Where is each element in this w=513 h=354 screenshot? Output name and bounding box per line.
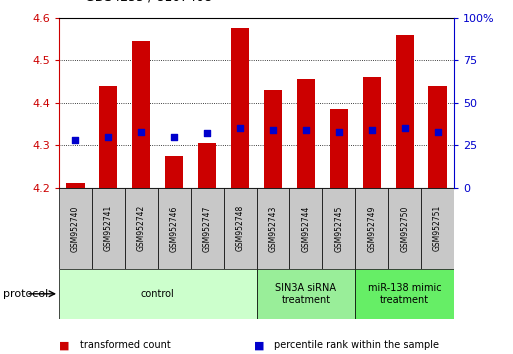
Bar bbox=[355, 188, 388, 269]
Text: ■: ■ bbox=[59, 340, 69, 350]
Text: protocol: protocol bbox=[3, 289, 48, 299]
Bar bbox=[396, 35, 413, 188]
Bar bbox=[125, 188, 158, 269]
Point bbox=[104, 134, 112, 139]
Bar bbox=[132, 41, 150, 188]
Bar bbox=[363, 77, 381, 188]
Point bbox=[170, 134, 179, 139]
Point bbox=[302, 127, 310, 133]
Bar bbox=[388, 188, 421, 269]
Text: GSM952742: GSM952742 bbox=[137, 205, 146, 251]
Point bbox=[269, 127, 277, 133]
Bar bbox=[191, 188, 224, 269]
Bar bbox=[297, 79, 315, 188]
Text: transformed count: transformed count bbox=[80, 340, 170, 350]
Text: miR-138 mimic
treatment: miR-138 mimic treatment bbox=[368, 283, 442, 305]
Point bbox=[334, 129, 343, 135]
Bar bbox=[428, 86, 447, 188]
Point bbox=[433, 129, 442, 135]
Bar bbox=[224, 188, 256, 269]
Bar bbox=[92, 188, 125, 269]
Text: GSM952751: GSM952751 bbox=[433, 205, 442, 251]
Text: GSM952746: GSM952746 bbox=[170, 205, 179, 252]
Point bbox=[401, 125, 409, 131]
Point bbox=[368, 127, 376, 133]
Text: GSM952745: GSM952745 bbox=[334, 205, 343, 252]
Text: GSM952750: GSM952750 bbox=[400, 205, 409, 252]
Bar bbox=[322, 188, 355, 269]
Bar bbox=[289, 188, 322, 269]
Text: ■: ■ bbox=[254, 340, 264, 350]
Text: control: control bbox=[141, 289, 174, 299]
Bar bbox=[158, 188, 191, 269]
Text: SIN3A siRNA
treatment: SIN3A siRNA treatment bbox=[275, 283, 337, 305]
Bar bbox=[330, 109, 348, 188]
Text: GDS4255 / 8107408: GDS4255 / 8107408 bbox=[85, 0, 212, 4]
Text: GSM952744: GSM952744 bbox=[301, 205, 310, 252]
Bar bbox=[421, 188, 454, 269]
Text: GSM952741: GSM952741 bbox=[104, 205, 113, 251]
Bar bbox=[59, 188, 92, 269]
Bar bbox=[256, 269, 355, 319]
Point bbox=[203, 130, 211, 136]
Bar bbox=[59, 269, 256, 319]
Text: GSM952740: GSM952740 bbox=[71, 205, 80, 252]
Bar bbox=[100, 86, 117, 188]
Bar bbox=[231, 28, 249, 188]
Bar bbox=[66, 183, 85, 188]
Point bbox=[236, 125, 244, 131]
Text: GSM952743: GSM952743 bbox=[268, 205, 278, 252]
Text: GSM952748: GSM952748 bbox=[235, 205, 245, 251]
Point bbox=[71, 137, 80, 143]
Bar bbox=[264, 90, 282, 188]
Text: percentile rank within the sample: percentile rank within the sample bbox=[274, 340, 440, 350]
Bar bbox=[165, 156, 183, 188]
Text: GSM952749: GSM952749 bbox=[367, 205, 376, 252]
Bar bbox=[355, 269, 454, 319]
Bar bbox=[198, 143, 216, 188]
Point bbox=[137, 129, 145, 135]
Text: GSM952747: GSM952747 bbox=[203, 205, 212, 252]
Bar bbox=[256, 188, 289, 269]
